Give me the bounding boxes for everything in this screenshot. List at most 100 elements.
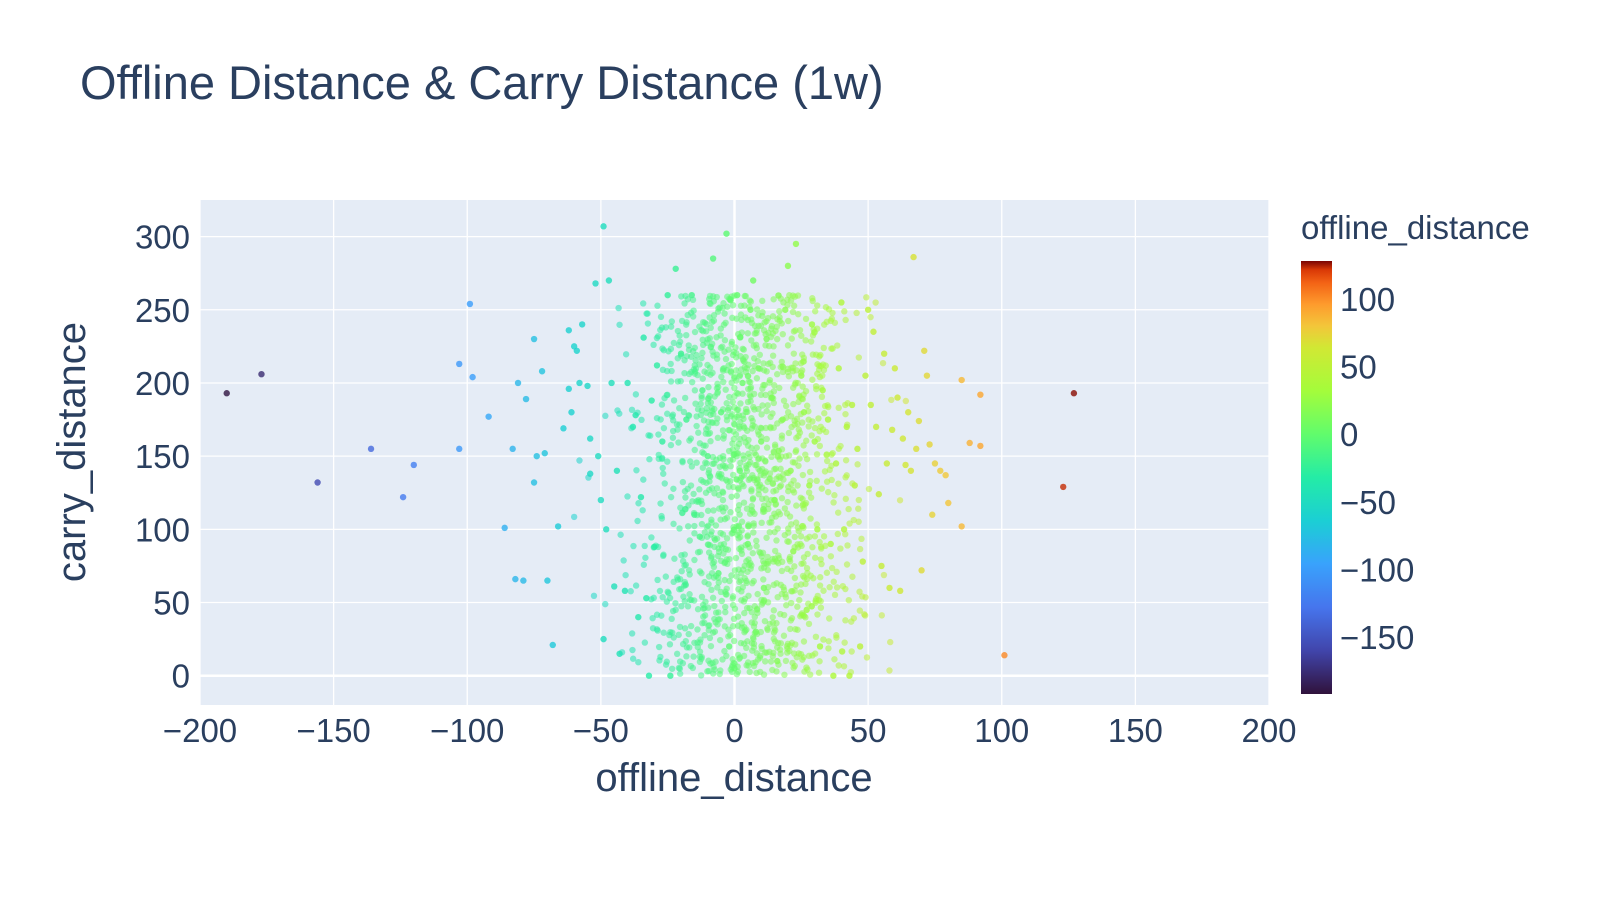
data-point — [755, 486, 763, 494]
data-point — [690, 490, 697, 498]
data-point — [778, 358, 785, 366]
data-point — [721, 576, 728, 584]
data-point — [680, 408, 688, 416]
data-point — [791, 533, 798, 541]
data-point — [759, 297, 766, 305]
data-point — [717, 557, 725, 565]
data-point — [753, 537, 760, 544]
data-point — [833, 632, 840, 639]
data-point — [821, 468, 829, 475]
data-point — [554, 523, 562, 530]
data-point — [795, 426, 803, 433]
data-point — [770, 448, 777, 455]
data-point — [812, 633, 820, 641]
data-point — [667, 323, 675, 330]
data-point — [794, 482, 801, 489]
data-point — [538, 368, 546, 375]
data-point — [830, 578, 837, 585]
data-point — [815, 415, 822, 422]
data-point — [696, 361, 703, 368]
data-point — [659, 593, 666, 601]
data-point — [739, 379, 746, 387]
data-point — [879, 359, 887, 367]
data-point — [802, 337, 809, 344]
data-point — [624, 379, 631, 387]
data-point — [838, 648, 846, 655]
data-point — [792, 641, 799, 648]
data-point — [787, 617, 794, 624]
data-point — [719, 496, 727, 504]
data-point — [738, 366, 745, 373]
data-point — [696, 548, 704, 555]
data-point — [691, 362, 698, 369]
data-point — [676, 525, 683, 532]
data-point — [749, 495, 757, 502]
data-point — [691, 530, 698, 537]
data-point — [754, 357, 761, 365]
data-point — [755, 312, 762, 319]
data-point — [314, 479, 321, 486]
data-point — [509, 445, 516, 453]
data-point — [763, 435, 770, 443]
data-point — [816, 643, 824, 650]
data-point — [683, 331, 690, 339]
data-point — [923, 372, 931, 379]
data-point — [653, 626, 661, 633]
data-point — [782, 657, 790, 665]
data-point — [715, 570, 722, 577]
data-point — [798, 332, 805, 339]
data-point — [773, 619, 780, 627]
data-point — [748, 640, 756, 647]
data-point — [709, 594, 717, 601]
data-point — [813, 451, 821, 458]
data-point — [726, 555, 733, 563]
data-point — [664, 458, 671, 465]
data-point — [797, 589, 804, 596]
data-point — [663, 391, 670, 399]
data-point — [824, 416, 832, 423]
data-point — [725, 483, 733, 490]
data-point — [654, 333, 662, 340]
data-point — [719, 489, 727, 496]
data-point — [693, 498, 700, 505]
data-point — [678, 602, 685, 610]
data-point — [456, 445, 463, 453]
data-point — [704, 507, 712, 514]
data-point — [725, 346, 732, 353]
data-point — [592, 280, 599, 287]
data-point — [814, 526, 821, 533]
data-point — [780, 397, 788, 404]
data-point — [696, 653, 704, 660]
data-point — [813, 521, 821, 528]
data-point — [681, 300, 688, 307]
data-point — [761, 617, 769, 625]
data-point — [787, 625, 794, 633]
data-point — [731, 374, 738, 382]
data-point — [682, 637, 689, 645]
data-point — [832, 460, 840, 467]
data-point — [734, 406, 742, 413]
data-point — [675, 439, 682, 446]
data-point — [842, 495, 850, 503]
data-point — [829, 449, 836, 457]
data-point — [782, 594, 790, 601]
data-point — [806, 671, 814, 678]
data-point — [223, 390, 230, 397]
colorbar-tick-label: −100 — [1340, 552, 1414, 589]
data-point — [728, 293, 735, 300]
data-point — [635, 500, 642, 507]
data-point — [747, 306, 754, 313]
data-point — [782, 306, 789, 313]
data-point — [891, 365, 899, 372]
data-point — [707, 642, 715, 650]
data-point — [758, 411, 765, 418]
data-point — [658, 455, 666, 463]
chart-title: Offline Distance & Carry Distance (1w) — [80, 56, 884, 109]
data-point — [737, 577, 744, 584]
data-point — [835, 365, 842, 372]
data-point — [787, 599, 795, 607]
data-point — [809, 376, 816, 383]
data-point — [685, 630, 692, 638]
data-point — [568, 409, 575, 416]
data-point — [684, 603, 692, 610]
